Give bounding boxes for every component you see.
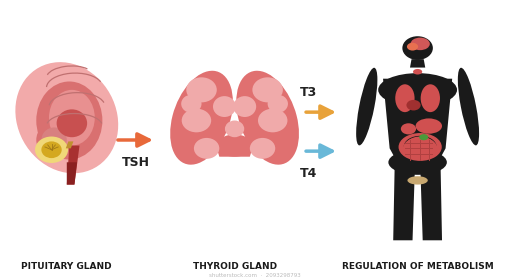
Ellipse shape [258, 109, 287, 132]
Ellipse shape [233, 96, 256, 117]
Text: TSH: TSH [121, 156, 150, 169]
Ellipse shape [389, 150, 447, 175]
Ellipse shape [15, 62, 118, 173]
Ellipse shape [213, 96, 236, 117]
Ellipse shape [170, 71, 233, 165]
Polygon shape [214, 140, 255, 157]
Text: THYROID GLAND: THYROID GLAND [193, 262, 277, 271]
Ellipse shape [402, 36, 433, 60]
Text: T4: T4 [300, 167, 317, 180]
Ellipse shape [41, 127, 67, 153]
Ellipse shape [408, 176, 428, 185]
Ellipse shape [378, 73, 457, 107]
Ellipse shape [35, 137, 68, 163]
Ellipse shape [250, 138, 276, 159]
Ellipse shape [401, 123, 416, 134]
Text: shutterstock.com  ·  2093298793: shutterstock.com · 2093298793 [209, 273, 301, 278]
Ellipse shape [407, 100, 420, 111]
Ellipse shape [36, 122, 72, 158]
Ellipse shape [181, 95, 201, 113]
Ellipse shape [41, 141, 62, 158]
Ellipse shape [252, 77, 283, 102]
Ellipse shape [217, 134, 252, 157]
Polygon shape [383, 79, 452, 162]
Ellipse shape [268, 95, 288, 113]
Ellipse shape [405, 137, 435, 157]
Polygon shape [420, 162, 442, 240]
Ellipse shape [403, 137, 437, 160]
Ellipse shape [49, 90, 95, 146]
Ellipse shape [236, 71, 299, 165]
Ellipse shape [356, 68, 377, 145]
Ellipse shape [413, 69, 422, 74]
Polygon shape [67, 146, 80, 185]
Ellipse shape [403, 136, 437, 158]
Text: REGULATION OF METABOLISM: REGULATION OF METABOLISM [342, 262, 493, 271]
Polygon shape [410, 59, 425, 67]
Polygon shape [393, 162, 415, 240]
Ellipse shape [411, 38, 430, 50]
Ellipse shape [194, 138, 219, 159]
Ellipse shape [181, 109, 211, 132]
Ellipse shape [407, 43, 418, 51]
Polygon shape [67, 162, 77, 185]
Ellipse shape [36, 81, 102, 160]
Text: T3: T3 [300, 86, 317, 99]
Ellipse shape [186, 77, 217, 102]
Ellipse shape [416, 118, 442, 134]
Ellipse shape [398, 133, 442, 161]
Ellipse shape [57, 109, 87, 137]
Polygon shape [66, 141, 74, 148]
Ellipse shape [395, 84, 415, 112]
Ellipse shape [458, 68, 479, 145]
Text: PITUITARY GLAND: PITUITARY GLAND [22, 262, 112, 271]
Ellipse shape [225, 120, 244, 137]
Ellipse shape [420, 84, 440, 112]
Ellipse shape [419, 134, 428, 140]
